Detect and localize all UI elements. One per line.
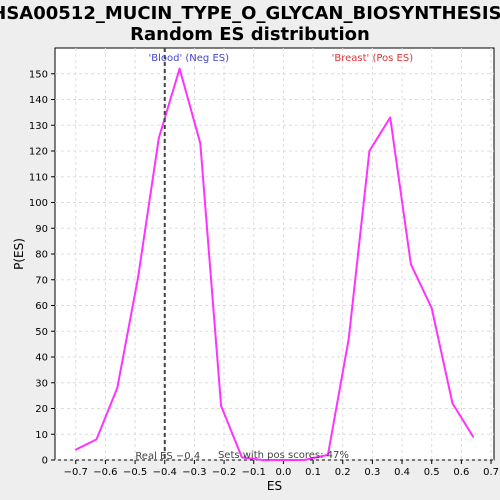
x-tick-label: 0.2 <box>335 467 351 478</box>
real-es-label: Real ES −0.4 <box>135 451 200 462</box>
x-tick-label: −0.2 <box>212 467 236 478</box>
series-point <box>389 116 391 119</box>
pos-es-label: 'Breast' (Pos ES) <box>332 53 414 64</box>
series-point <box>451 402 454 405</box>
y-tick-label: 140 <box>29 95 48 106</box>
series-point <box>220 405 222 407</box>
x-tick-label: −0.7 <box>64 467 88 478</box>
x-tick-label: 0.3 <box>364 467 380 478</box>
series-point <box>410 263 412 266</box>
y-tick-label: 60 <box>35 301 48 312</box>
series-point <box>95 438 98 441</box>
y-tick-label: 20 <box>35 404 48 415</box>
y-tick-label: 10 <box>35 430 48 441</box>
y-tick-label: 50 <box>35 327 48 338</box>
y-tick-label: 30 <box>35 378 48 389</box>
y-tick-label: 0 <box>42 456 48 467</box>
x-tick-label: 0.7 <box>483 467 499 478</box>
y-tick-label: 40 <box>35 353 48 364</box>
chart-title-line1: HSA00512_MUCIN_TYPE_O_GLYCAN_BIOSYNTHESI… <box>0 3 500 24</box>
series-point <box>137 276 139 278</box>
x-tick-label: −0.4 <box>153 467 177 478</box>
series-point <box>158 137 160 139</box>
x-tick-label: −0.5 <box>123 467 147 478</box>
x-tick-label: −0.1 <box>242 467 266 478</box>
x-tick-label: 0.5 <box>424 467 440 478</box>
x-axis-label: ES <box>267 479 282 493</box>
y-tick-label: 120 <box>29 147 48 158</box>
series-point <box>430 307 433 309</box>
series-point <box>199 142 202 145</box>
y-tick-label: 110 <box>29 172 48 183</box>
series-point <box>74 448 77 451</box>
x-tick-label: 0.6 <box>453 467 469 478</box>
series-point <box>347 338 350 340</box>
y-tick-label: 70 <box>35 275 48 286</box>
series-layer <box>74 67 475 461</box>
y-tick-label: 130 <box>29 121 48 132</box>
y-tick-label: 80 <box>35 250 48 261</box>
y-axis-label: P(ES) <box>12 238 26 270</box>
series-point <box>178 67 181 70</box>
x-tick-label: 0.1 <box>305 467 321 478</box>
chart-title-line2: Random ES distribution <box>130 24 370 45</box>
x-tick-label: −0.6 <box>93 467 117 478</box>
x-tick-label: −0.3 <box>182 467 206 478</box>
series-point <box>327 454 329 456</box>
y-tick-label: 90 <box>35 224 48 235</box>
series-point <box>472 436 475 438</box>
series-point <box>116 387 119 389</box>
series-point <box>261 459 264 461</box>
y-tick-label: 150 <box>29 69 48 80</box>
series-point <box>282 459 285 461</box>
y-tick-label: 100 <box>29 198 48 209</box>
series-point <box>241 456 243 459</box>
x-tick-label: 0.4 <box>394 467 410 478</box>
pos-scores-label: Sets with pos scores: 47% <box>218 450 349 461</box>
series-line <box>75 67 475 461</box>
neg-es-label: 'Blood' (Neg ES) <box>148 53 229 64</box>
series-point <box>368 150 371 152</box>
series-point <box>303 459 305 461</box>
axis-ticks: 0 10 20 30 40 50 60 70 80 90 100 110 120 130 140 150 −0.… <box>29 69 499 478</box>
x-tick-label: 0.0 <box>275 467 291 478</box>
